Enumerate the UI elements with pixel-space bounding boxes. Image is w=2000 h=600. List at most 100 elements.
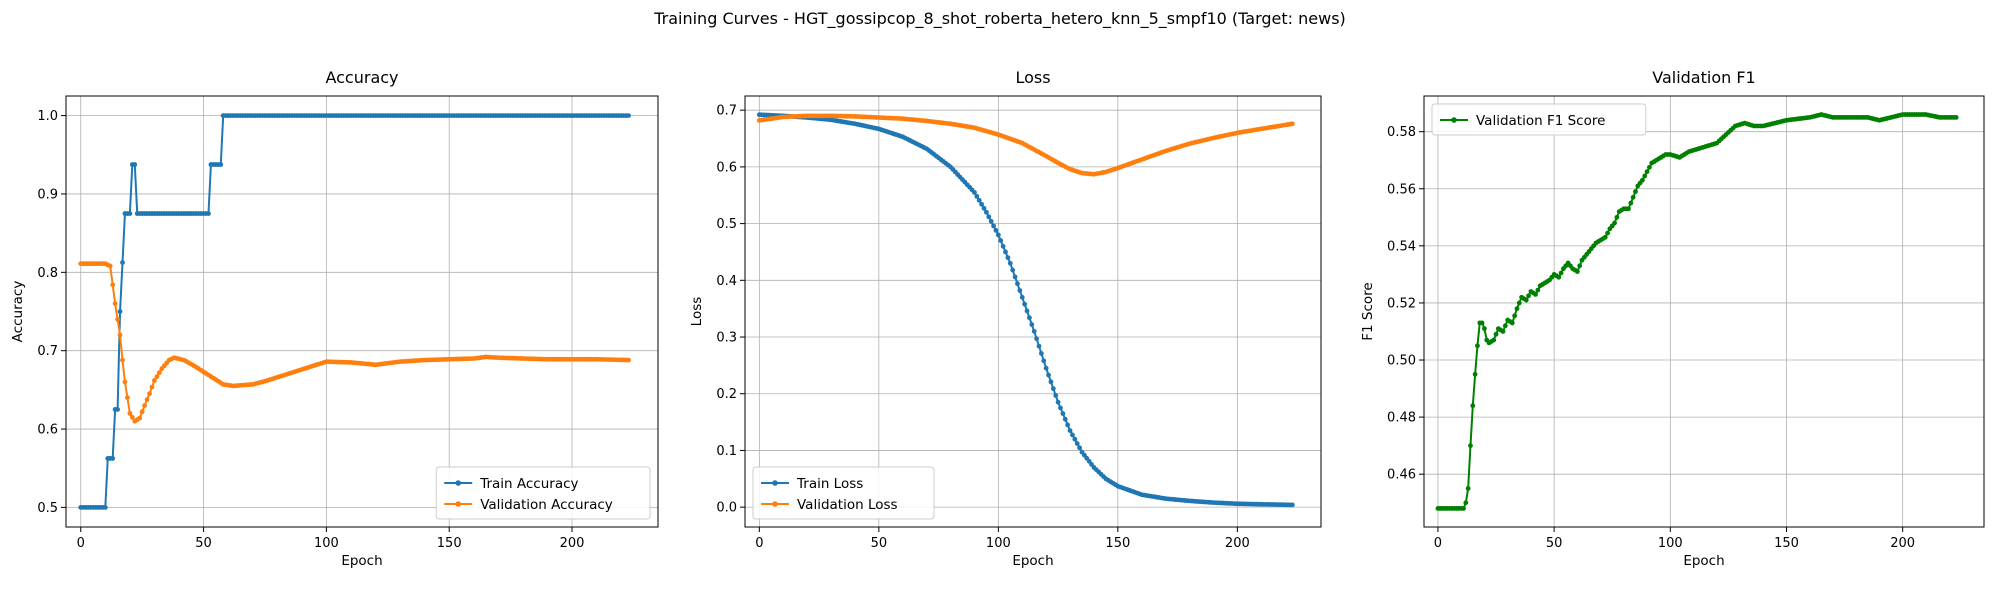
data-point bbox=[1463, 500, 1469, 506]
data-point bbox=[115, 316, 120, 322]
chart-title: Accuracy bbox=[325, 68, 398, 87]
data-point bbox=[1000, 243, 1006, 249]
y-tick-label: 0.50 bbox=[1387, 354, 1416, 369]
data-point bbox=[1491, 337, 1497, 343]
data-point bbox=[986, 214, 992, 220]
data-point bbox=[1526, 293, 1531, 299]
data-point bbox=[983, 209, 989, 215]
data-point bbox=[1465, 486, 1471, 491]
legend-box bbox=[1431, 103, 1647, 136]
data-point bbox=[1514, 306, 1520, 312]
x-axis-label: Epoch bbox=[1683, 553, 1724, 569]
data-point bbox=[154, 374, 160, 379]
series-validation-accuracy bbox=[78, 261, 631, 424]
legend-item: Validation F1 Score bbox=[1440, 113, 1605, 129]
legend: Train Loss Validation Loss bbox=[752, 466, 935, 520]
x-tick-label: 100 bbox=[314, 536, 339, 551]
data-point bbox=[115, 407, 120, 412]
y-tick-label: 0.7 bbox=[716, 104, 737, 119]
data-point bbox=[129, 414, 135, 420]
data-point bbox=[1558, 270, 1564, 276]
series-line bbox=[80, 262, 629, 423]
x-tick-label: 100 bbox=[1658, 536, 1683, 551]
y-tick-label: 0.4 bbox=[716, 274, 737, 289]
data-point bbox=[1289, 121, 1295, 127]
x-axis-label: Epoch bbox=[341, 553, 382, 569]
data-point bbox=[1019, 294, 1025, 300]
data-point bbox=[142, 403, 148, 408]
x-tick-label: 50 bbox=[1546, 536, 1563, 551]
data-point bbox=[1482, 326, 1487, 332]
data-point bbox=[998, 238, 1004, 244]
data-point bbox=[1036, 343, 1042, 349]
data-point bbox=[120, 357, 125, 363]
data-point bbox=[1633, 189, 1638, 195]
y-tick-label: 0.48 bbox=[1387, 411, 1416, 426]
data-point bbox=[1058, 405, 1063, 411]
data-point bbox=[218, 162, 224, 167]
grid bbox=[66, 96, 658, 527]
figure-title: Training Curves - HGT_gossipcop_8_shot_r… bbox=[654, 9, 1346, 28]
axes-frame bbox=[1423, 95, 1985, 528]
data-point bbox=[1065, 422, 1071, 428]
legend-item: Validation Loss bbox=[761, 497, 898, 513]
data-point bbox=[147, 391, 152, 397]
y-tick-label: 0.6 bbox=[37, 423, 58, 438]
data-point bbox=[1574, 269, 1580, 274]
y-tick-label: 0.5 bbox=[37, 501, 58, 516]
validation-f1-chart: 0 50 100 150 200 0.46 0.48 0.50 0.52 0.54 0.56 0.58… bbox=[1360, 68, 1985, 569]
data-point bbox=[1626, 206, 1631, 212]
data-point bbox=[981, 205, 987, 211]
data-point bbox=[1046, 372, 1051, 378]
legend-box bbox=[752, 466, 935, 520]
data-point bbox=[1027, 315, 1032, 321]
data-point bbox=[144, 397, 150, 403]
legend-item: Train Accuracy bbox=[444, 476, 579, 492]
data-point bbox=[1074, 441, 1080, 446]
data-point bbox=[1523, 297, 1529, 303]
series-train-accuracy bbox=[78, 113, 631, 510]
data-point bbox=[120, 260, 125, 265]
data-point bbox=[117, 309, 123, 314]
data-point bbox=[1577, 263, 1583, 269]
data-point bbox=[1461, 506, 1466, 511]
data-point bbox=[626, 113, 631, 118]
grid bbox=[1424, 96, 1984, 527]
x-tick-label: 150 bbox=[437, 536, 462, 551]
legend-label: Train Loss bbox=[796, 476, 863, 492]
data-point bbox=[1556, 274, 1562, 280]
y-tick-label: 0.3 bbox=[716, 331, 737, 346]
y-tick-label: 0.58 bbox=[1387, 125, 1416, 140]
series-validation-loss bbox=[756, 113, 1295, 177]
data-point bbox=[1535, 287, 1541, 293]
data-point bbox=[1012, 274, 1018, 280]
data-point bbox=[1628, 200, 1634, 206]
y-axis-label: Loss bbox=[689, 297, 705, 327]
data-point bbox=[976, 197, 982, 203]
data-point bbox=[993, 228, 999, 233]
legend-label: Validation Loss bbox=[797, 497, 898, 513]
data-point bbox=[110, 282, 116, 288]
data-point bbox=[988, 218, 994, 224]
data-point bbox=[979, 201, 985, 207]
accuracy-chart: 0 50 100 150 200 0.5 0.6 0.7 0.8 0.9 1.0 Accuracy Ep… bbox=[10, 68, 659, 569]
data-point bbox=[149, 384, 155, 390]
data-point bbox=[1062, 416, 1068, 422]
chart-title: Loss bbox=[1015, 68, 1050, 87]
data-point bbox=[972, 190, 977, 195]
data-point bbox=[1024, 308, 1030, 314]
x-axis-label: Epoch bbox=[1012, 553, 1053, 569]
data-point bbox=[1031, 328, 1037, 334]
data-point bbox=[110, 456, 116, 461]
data-point bbox=[1500, 329, 1506, 334]
legend-marker bbox=[455, 480, 462, 486]
y-tick-label: 0.0 bbox=[716, 501, 737, 516]
data-point bbox=[1010, 267, 1016, 273]
data-point bbox=[1493, 331, 1499, 337]
data-point bbox=[1516, 300, 1522, 306]
y-tick-label: 0.46 bbox=[1387, 468, 1416, 483]
data-point bbox=[156, 370, 162, 376]
data-point bbox=[125, 395, 130, 401]
data-point bbox=[1067, 428, 1073, 433]
data-point bbox=[995, 232, 1001, 238]
